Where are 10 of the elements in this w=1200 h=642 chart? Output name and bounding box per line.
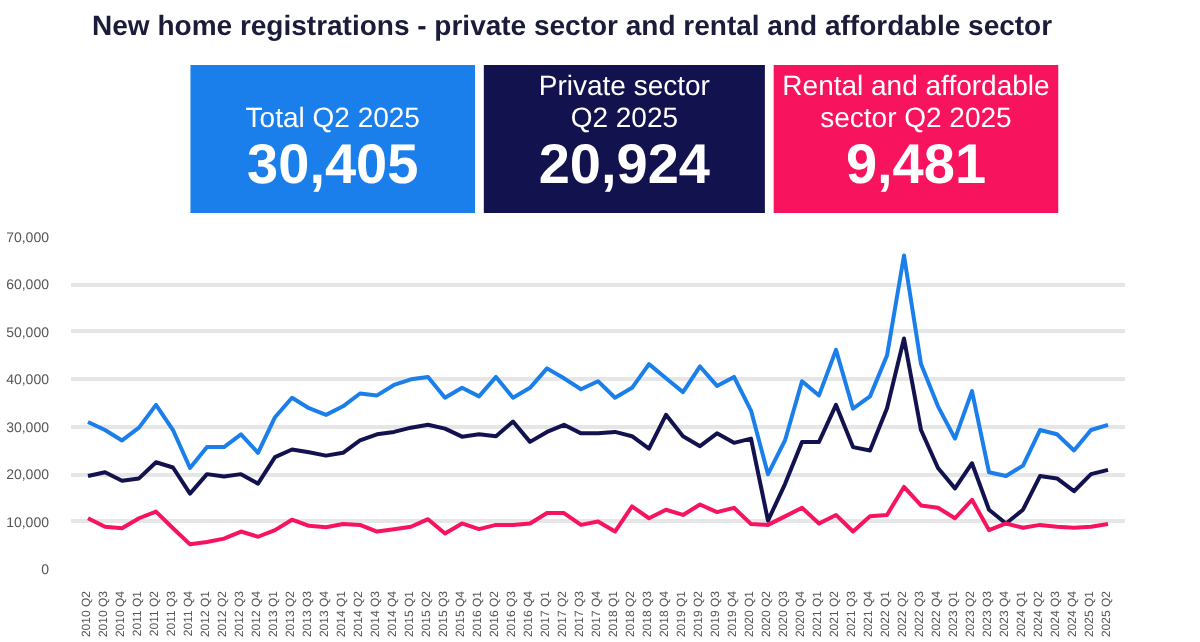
text: 20,924 <box>538 133 711 195</box>
line-series <box>86 484 1110 547</box>
line-series <box>86 336 1110 526</box>
text: 9,481 <box>845 133 987 195</box>
text: 30,405 <box>247 133 419 195</box>
chart-title: New home registrations - private sector and rental and affordable sector <box>92 9 1054 41</box>
text: Private sector Q2 2025 <box>538 69 711 133</box>
line-series <box>86 253 1110 479</box>
text: Total Q2 2025 <box>245 101 421 133</box>
text: Rental and affordable sector Q2 2025 <box>782 69 1051 133</box>
